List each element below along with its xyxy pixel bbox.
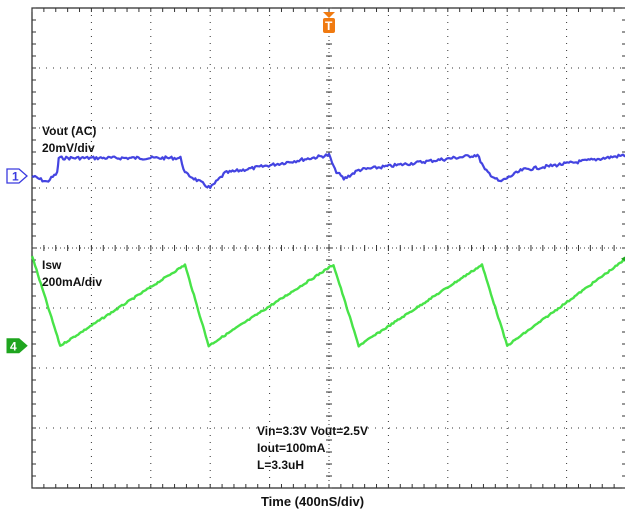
x-axis-label: Time (400nS/div) [260,494,365,509]
channel-4-level-arrow [621,256,625,262]
trigger-label: T [325,19,333,33]
channel-1-marker-shape [6,168,28,184]
channel-4-marker-label: 4 [10,339,17,353]
traces [30,152,625,348]
annotation-vin-vout: Vin=3.3V Vout=2.5V [257,424,368,438]
ch1-scale-label: 20mV/div [42,141,95,155]
trigger-arrow [323,12,335,18]
ch4-name-label: Isw [42,258,62,272]
channel-4-marker-shape [6,338,28,354]
isw-trace [30,255,625,348]
annotation-inductor: L=3.3uH [257,458,305,472]
channel-4-marker: 4 [6,256,625,354]
trigger-marker: T [323,12,335,33]
graticule-grid [31,7,625,489]
trigger-box [323,18,335,33]
channel-1-marker-label: 1 [12,170,19,184]
vout-trace [31,152,625,190]
ch1-name-label: Vout (AC) [42,124,97,138]
ch4-scale-label: 200mA/div [42,275,103,289]
channel-1-marker: 1 [6,168,28,184]
annotation-iout: Iout=100mA [257,441,326,455]
markers: 1 4 T [6,12,625,354]
